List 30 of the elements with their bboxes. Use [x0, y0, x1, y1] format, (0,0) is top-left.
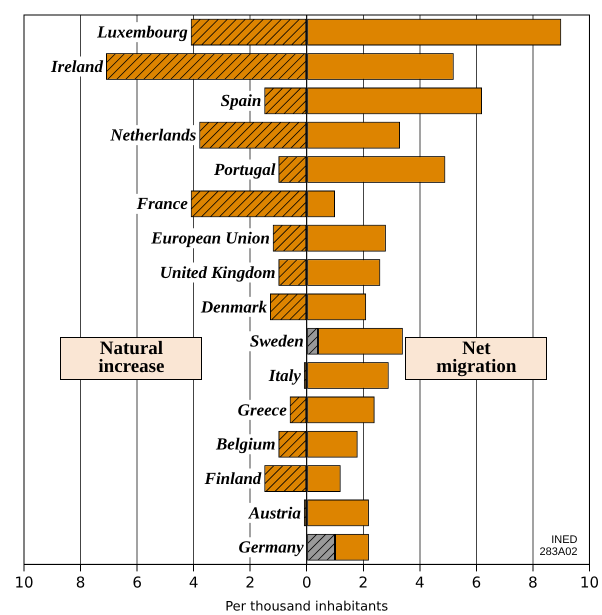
x-tick-label: 6 — [472, 573, 482, 592]
y-tick-label: European Union — [150, 228, 270, 248]
x-axis-title: Per thousand inhabitants — [225, 600, 388, 615]
x-tick-label: 10 — [14, 573, 34, 592]
y-tick-label: France — [136, 194, 188, 214]
y-tick-label: Spain — [220, 91, 262, 110]
annotation: 283A02 — [540, 546, 578, 558]
y-tick-label: Greece — [238, 400, 288, 420]
x-tick-label: 2 — [245, 573, 255, 592]
annotation: INED — [550, 534, 578, 546]
x-tick-label: 8 — [528, 573, 538, 592]
y-tick-label: Luxembourg — [96, 22, 188, 42]
x-tick-label: 2 — [358, 573, 368, 592]
y-tick-label: United Kingdom — [160, 262, 276, 282]
x-tick-label: 10 — [580, 573, 600, 592]
y-tick-label: Belgium — [214, 434, 276, 454]
y-tick-label: Finland — [204, 468, 262, 488]
y-tick-label: Ireland — [50, 56, 104, 76]
y-tick-label: Austria — [248, 503, 302, 522]
y-tick-label: Italy — [268, 366, 302, 385]
x-tick-label: 4 — [415, 573, 425, 592]
y-tick-label: Sweden — [250, 332, 304, 351]
y-tick-label: Netherlands — [109, 126, 197, 145]
y-tick-label: Germany — [238, 538, 304, 557]
x-tick-label: 4 — [188, 573, 198, 592]
x-tick-label: 6 — [132, 573, 142, 592]
x-tick-label: 8 — [76, 573, 86, 592]
y-tick-label: Portugal — [213, 160, 276, 179]
y-tick-label: Denmark — [200, 297, 268, 316]
x-tick-label: 0 — [302, 573, 312, 592]
